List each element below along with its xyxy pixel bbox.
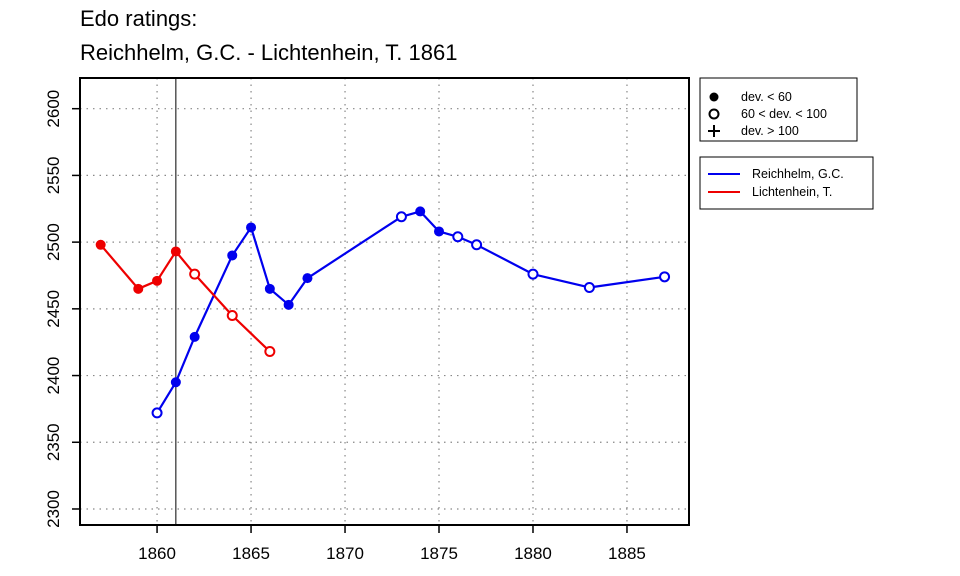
series-lichtenhein-t [95,239,276,358]
y-tick-label-2350: 2350 [44,423,63,461]
data-point-reichhelm-g-c-1868 [302,273,313,284]
data-point-reichhelm-g-c-1865 [246,222,257,233]
legend-plus-icon [708,125,720,137]
x-tick-label-1880: 1880 [514,544,552,563]
data-point-reichhelm-g-c-1860 [151,407,163,419]
data-point-reichhelm-g-c-1867 [283,299,294,310]
y-tick-label-2300: 2300 [44,490,63,528]
data-point-reichhelm-g-c-1862 [189,331,200,342]
y-tick-label-2450: 2450 [44,290,63,328]
series-legend: Reichhelm, G.C. Lichtenhein, T. [699,156,874,210]
y-tick-label-2550: 2550 [44,156,63,194]
marker-legend-box [699,77,858,142]
data-point-reichhelm-g-c-1873 [395,211,407,223]
legend-label-open: 60 < dev. < 100 [741,107,827,121]
data-point-lichtenhein-t-1862 [189,268,201,280]
data-point-reichhelm-g-c-1861 [170,377,181,388]
legend-label-lichtenhein: Lichtenhein, T. [752,185,832,199]
data-point-lichtenhein-t-1864 [226,310,238,322]
data-point-reichhelm-g-c-1866 [264,283,275,294]
x-tick-label-1860: 1860 [138,544,176,563]
data-point-reichhelm-g-c-1864 [227,250,238,261]
x-tick-label-1870: 1870 [326,544,364,563]
series-line-lichtenhein-t [99,244,271,353]
legend-filled-circle-icon [709,92,719,102]
y-tick-label-2400: 2400 [44,357,63,395]
y-tick-label-2600: 2600 [44,90,63,128]
data-point-lichtenhein-t-1861 [170,246,181,257]
series-legend-box [699,156,874,210]
data-point-reichhelm-g-c-1874 [415,206,426,217]
data-point-reichhelm-g-c-1877 [471,239,483,251]
data-point-reichhelm-g-c-1876 [452,231,464,243]
data-point-lichtenhein-t-1866 [264,346,276,358]
series-reichhelm-g-c [151,206,671,419]
data-point-reichhelm-g-c-1880 [527,268,539,280]
chart-subtitle: Reichhelm, G.C. - Lichtenhein, T. 1861 [80,40,458,65]
x-tick-label-1885: 1885 [608,544,646,563]
plot-frame [79,77,690,526]
data-point-lichtenhein-t-1859 [133,283,144,294]
series-layer [95,206,671,419]
y-axis: 2300 2350 2400 2450 2500 2550 2600 [44,90,80,528]
legend-label-plus: dev. > 100 [741,124,799,138]
data-point-lichtenhein-t-1857 [95,239,106,250]
data-point-reichhelm-g-c-1883 [583,281,595,293]
legend-label-reichhelm: Reichhelm, G.C. [752,167,844,181]
x-tick-label-1865: 1865 [232,544,270,563]
data-point-reichhelm-g-c-1875 [434,226,445,237]
legend-label-filled: dev. < 60 [741,90,792,104]
legend-open-circle-icon [708,108,720,120]
y-tick-label-2500: 2500 [44,223,63,261]
grid [80,78,689,525]
data-point-lichtenhein-t-1860 [152,275,163,286]
chart-title: Edo ratings: [80,6,198,31]
x-axis: 1860 1865 1870 1875 1880 1885 [138,525,646,563]
data-point-reichhelm-g-c-1887 [659,271,671,283]
marker-legend: dev. < 60 60 < dev. < 100 dev. > 100 [699,77,858,142]
x-tick-label-1875: 1875 [420,544,458,563]
